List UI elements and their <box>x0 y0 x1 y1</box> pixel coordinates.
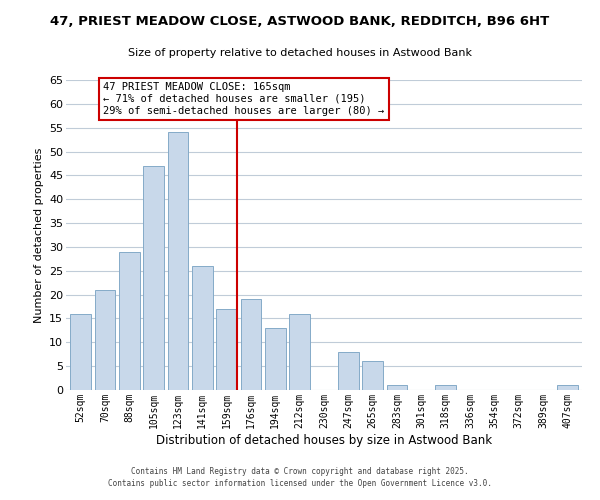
Bar <box>143 166 164 390</box>
Text: Size of property relative to detached houses in Astwood Bank: Size of property relative to detached ho… <box>128 48 472 58</box>
Bar <box>167 132 188 390</box>
Y-axis label: Number of detached properties: Number of detached properties <box>34 148 44 322</box>
Bar <box>95 290 115 390</box>
Bar <box>241 300 262 390</box>
Text: 47 PRIEST MEADOW CLOSE: 165sqm
← 71% of detached houses are smaller (195)
29% of: 47 PRIEST MEADOW CLOSE: 165sqm ← 71% of … <box>103 82 385 116</box>
Text: Contains HM Land Registry data © Crown copyright and database right 2025.
Contai: Contains HM Land Registry data © Crown c… <box>108 466 492 487</box>
Bar <box>216 309 237 390</box>
Bar <box>386 385 407 390</box>
Bar <box>338 352 359 390</box>
Bar <box>289 314 310 390</box>
Bar <box>265 328 286 390</box>
X-axis label: Distribution of detached houses by size in Astwood Bank: Distribution of detached houses by size … <box>156 434 492 446</box>
Bar <box>192 266 212 390</box>
Bar <box>362 362 383 390</box>
Bar <box>557 385 578 390</box>
Text: 47, PRIEST MEADOW CLOSE, ASTWOOD BANK, REDDITCH, B96 6HT: 47, PRIEST MEADOW CLOSE, ASTWOOD BANK, R… <box>50 15 550 28</box>
Bar <box>70 314 91 390</box>
Bar <box>119 252 140 390</box>
Bar <box>436 385 456 390</box>
